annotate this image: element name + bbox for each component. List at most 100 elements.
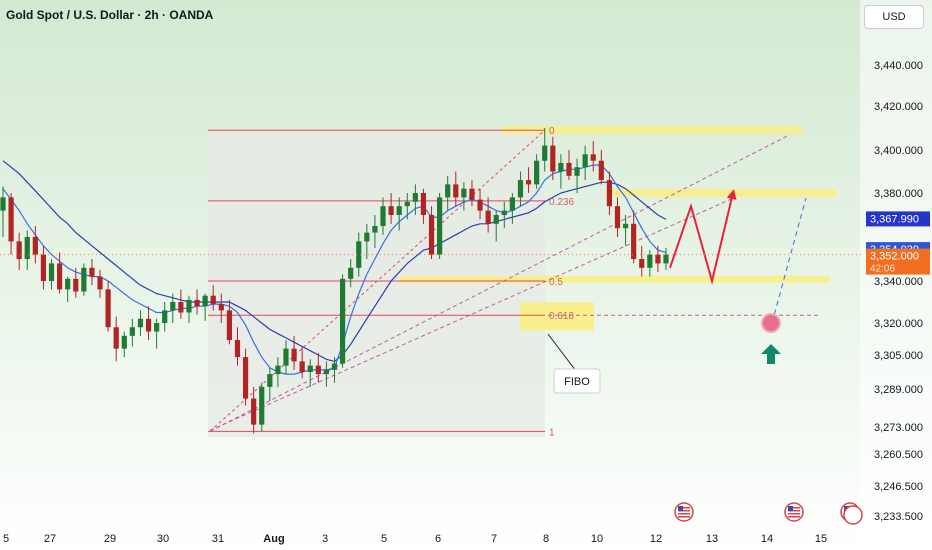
us-flag-event-icon[interactable] [674, 502, 694, 522]
candle-body [614, 206, 621, 229]
currency-button[interactable]: USD [864, 5, 924, 29]
golden-pocket-zone [520, 302, 594, 331]
candle [145, 306, 152, 341]
candle [493, 210, 499, 242]
candle [542, 128, 548, 172]
candle [420, 188, 427, 224]
candle-body [348, 267, 354, 279]
candle-body [162, 310, 168, 323]
y-tick-label: 3,340.000 [874, 276, 923, 288]
candle [509, 193, 515, 224]
candle [477, 188, 483, 220]
candle-body [259, 386, 265, 425]
candle [226, 299, 232, 345]
target-dot [761, 313, 781, 333]
candle-body [137, 318, 144, 328]
x-tick-label: 3 [322, 533, 328, 545]
fib-level-label: 0.236 [549, 197, 574, 208]
supply-zone [606, 189, 836, 197]
candle [469, 180, 475, 207]
candle [517, 171, 524, 207]
candle [534, 154, 540, 189]
trend-channel-upper [209, 134, 791, 432]
candle [639, 245, 645, 277]
fib-level-label: 1 [549, 427, 555, 438]
candle-body [202, 295, 208, 307]
candle [582, 145, 588, 181]
candle [501, 201, 507, 229]
candle [137, 310, 144, 336]
candle [396, 197, 402, 231]
candle-body [307, 365, 313, 372]
candle-body [65, 278, 71, 290]
candle-body [566, 162, 572, 176]
candle-body [170, 302, 176, 311]
candle-body [283, 348, 289, 366]
candle [234, 327, 241, 366]
candle-body [315, 365, 321, 375]
candle-body [525, 180, 532, 185]
candle-body [574, 167, 580, 176]
candle [299, 346, 305, 379]
candle-body [501, 210, 507, 215]
candle-body [56, 263, 63, 290]
candle [129, 318, 135, 347]
y-tick-label: 3,320.000 [874, 318, 923, 330]
candle-body [364, 232, 370, 242]
candle [162, 302, 168, 332]
us-flag-event-icon[interactable] [843, 505, 863, 525]
candle-body [121, 335, 127, 349]
candle-body [558, 162, 564, 172]
chart-title: Gold Spot / U.S. Dollar · 2h · OANDA [6, 8, 214, 22]
y-tick-label: 3,440.000 [874, 60, 923, 72]
candle [291, 335, 297, 370]
candle-body [275, 365, 281, 375]
candle-body [129, 327, 135, 336]
candle-body [16, 241, 22, 259]
candle [24, 230, 30, 270]
trend-channel-lower [209, 196, 736, 431]
candle [428, 206, 435, 259]
candle-body [534, 160, 540, 185]
candle [40, 245, 47, 290]
candle [412, 184, 418, 215]
candle-body [647, 254, 653, 268]
candle-body [469, 188, 475, 200]
candle-body [186, 299, 192, 313]
candle-body [509, 197, 515, 211]
candle-body [445, 184, 451, 198]
candle [56, 252, 63, 294]
x-tick-label: 29 [104, 533, 116, 545]
candle-body [663, 254, 669, 264]
y-tick-label: 3,246.500 [874, 481, 923, 493]
candle-body [339, 278, 346, 364]
candle [614, 197, 621, 237]
candle-body [606, 180, 613, 207]
candle-body [210, 295, 216, 305]
us-flag-event-icon[interactable] [784, 502, 804, 522]
fib-range-box [208, 131, 545, 437]
fib-level-label: 0 [549, 126, 555, 137]
x-tick-label: 5 [3, 533, 9, 545]
candle [461, 182, 467, 211]
price-badge-value: 3,367.990 [870, 213, 919, 225]
y-tick-label: 3,380.000 [874, 188, 923, 200]
candle [65, 276, 71, 302]
candle-body [105, 289, 111, 328]
candle [590, 141, 596, 172]
candle [259, 382, 265, 432]
candle-body [372, 226, 378, 233]
candle [453, 171, 459, 207]
candle [73, 267, 79, 298]
x-tick-label: 10 [591, 533, 603, 545]
x-tick-label: 8 [543, 533, 549, 545]
x-tick-label: 13 [706, 533, 718, 545]
candle [8, 193, 14, 255]
candle-body [24, 237, 30, 259]
x-tick-label: 6 [435, 533, 441, 545]
x-tick-label: Aug [263, 533, 284, 545]
candle-body [412, 193, 418, 202]
candle-body [32, 237, 38, 255]
candle [113, 316, 119, 362]
